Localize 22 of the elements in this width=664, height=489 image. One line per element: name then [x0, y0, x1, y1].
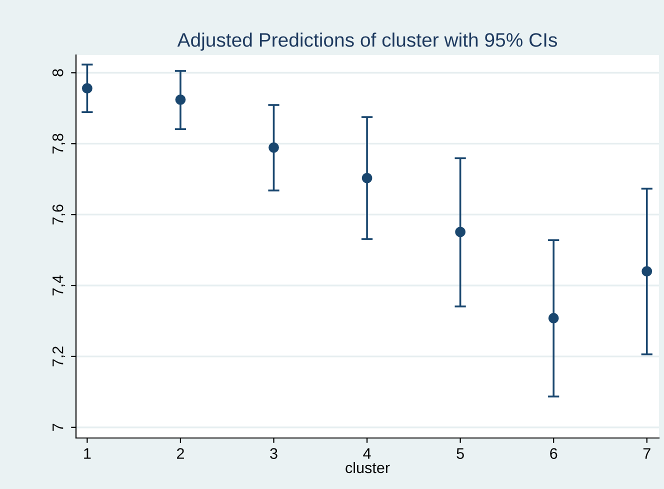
x-tick-label: 6: [550, 448, 558, 459]
chart-title: Adjusted Predictions of cluster with 95% CIs: [177, 32, 558, 51]
x-tick-label: 7: [643, 448, 650, 459]
y-tick-label: 7,6: [52, 204, 66, 224]
point: [175, 94, 186, 105]
point: [362, 172, 372, 184]
point: [268, 142, 279, 153]
point: [455, 226, 466, 238]
y-tick-label: 7: [52, 424, 64, 431]
x-tick-label: 3: [270, 448, 278, 459]
x-axis-title: cluster: [346, 462, 390, 474]
y-tick-label: 8: [52, 69, 64, 76]
point: [548, 312, 559, 324]
x-tick-label: 1: [84, 448, 91, 459]
x-tick-label: 5: [456, 448, 464, 459]
y-tick-label: 7,8: [52, 134, 66, 154]
x-tick-label: 2: [176, 448, 184, 459]
x-tick-label: 4: [363, 448, 371, 459]
point: [82, 83, 92, 94]
y-tick-label: 7,4: [52, 275, 66, 296]
point: [642, 266, 652, 277]
y-tick-label: 7,2: [52, 346, 66, 366]
